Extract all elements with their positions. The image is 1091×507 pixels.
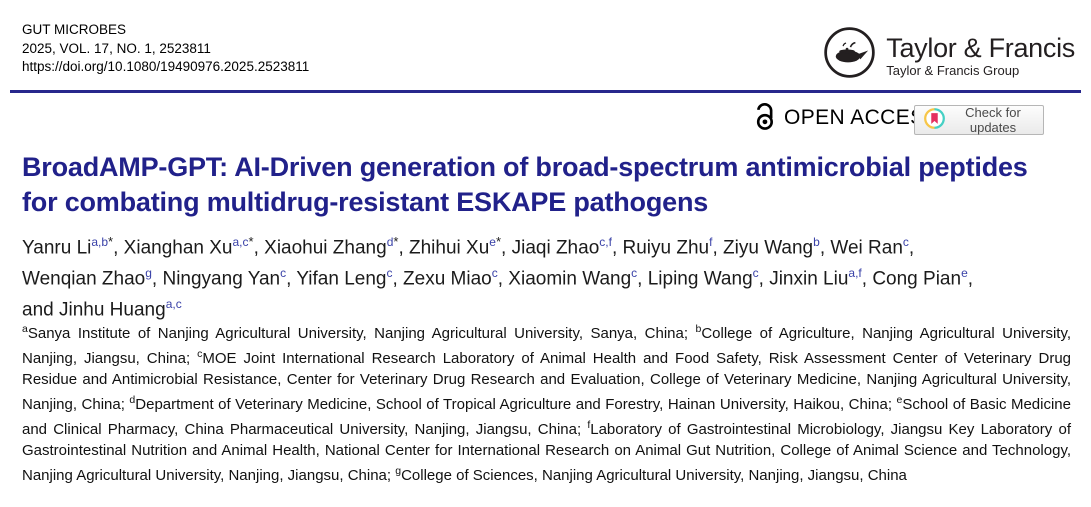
author-affiliation-sup: c <box>752 265 759 280</box>
affiliation-label: c <box>197 348 203 360</box>
check-for-updates-label: Check for updates <box>965 105 1021 135</box>
open-access-label: OPEN ACCESS <box>784 106 939 129</box>
affiliation-label: d <box>129 394 136 406</box>
author-affiliation-sup: a,c <box>232 235 249 249</box>
author-affiliation-sup: d <box>386 235 394 249</box>
article-title: BroadAMP-GPT: AI-Driven generation of br… <box>22 150 1080 219</box>
open-access-lock-icon <box>753 100 776 136</box>
author-line: Yanru Lia,b*, Xianghan Xua,c*, Xiaohui Z… <box>22 234 915 259</box>
divider-rule <box>10 90 1081 93</box>
affiliation-label: g <box>395 465 402 477</box>
affiliations: aSanya Institute of Nanjing Agricultural… <box>22 323 1072 484</box>
author-line: and Jinhu Huanga,c <box>22 296 182 321</box>
affiliation-label: a <box>22 323 28 335</box>
corresponding-author-star: * <box>108 234 114 249</box>
author-affiliation-sup: a,f <box>848 265 862 280</box>
article-title-line1: BroadAMP-GPT: AI-Driven generation of br… <box>22 152 1028 182</box>
taylor-francis-lamp-icon <box>823 26 876 84</box>
journal-name: GUT MICROBES <box>22 22 127 37</box>
doi-link[interactable]: https://doi.org/10.1080/19490976.2025.25… <box>22 59 310 74</box>
author-affiliation-sup: e <box>961 265 968 280</box>
check-for-updates-button[interactable]: Check for updates <box>914 105 1044 135</box>
affiliation-label: f <box>587 419 591 431</box>
publisher-wordmark: Taylor & Francis Taylor & Francis Group <box>886 33 1075 78</box>
author-line: Wenqian Zhaog, Ningyang Yanc, Yifan Leng… <box>22 265 974 290</box>
publisher-group: Taylor & Francis Group <box>886 62 1020 78</box>
corresponding-author-star: * <box>393 234 399 249</box>
article-title-line2: for combating multidrug-resistant ESKAPE… <box>22 186 709 217</box>
author-affiliation-sup: c <box>902 235 909 249</box>
crossmark-icon <box>924 108 945 132</box>
publisher-logo: Taylor & Francis Taylor & Francis Group <box>823 26 1075 84</box>
author-affiliation-sup: b <box>813 235 820 249</box>
publisher-name: Taylor & Francis <box>886 32 1075 63</box>
author-affiliation-sup: f <box>709 235 713 249</box>
author-affiliation-sup: c <box>491 265 498 280</box>
affiliation-label: e <box>896 394 903 406</box>
open-access-badge: OPEN ACCESS <box>753 102 939 134</box>
author-affiliation-sup: c,f <box>599 235 612 249</box>
affiliation-label: b <box>695 323 702 335</box>
author-affiliation-sup: c <box>631 265 638 280</box>
corresponding-author-star: * <box>248 234 254 249</box>
corresponding-author-star: * <box>495 234 502 249</box>
journal-info: GUT MICROBES 2025, VOL. 17, NO. 1, 25238… <box>22 21 309 77</box>
author-affiliation-sup: a,b <box>91 235 109 249</box>
journal-issue-line: 2025, VOL. 17, NO. 1, 2523811 <box>22 40 211 56</box>
author-list: Yanru Lia,b*, Xianghan Xua,c*, Xiaohui Z… <box>22 229 1080 323</box>
author-affiliation-sup: c <box>280 265 287 280</box>
author-affiliation-sup: a,c <box>165 296 182 311</box>
author-affiliation-sup: c <box>386 265 393 280</box>
author-affiliation-sup: e <box>489 235 496 249</box>
author-affiliation-sup: g <box>145 265 152 280</box>
